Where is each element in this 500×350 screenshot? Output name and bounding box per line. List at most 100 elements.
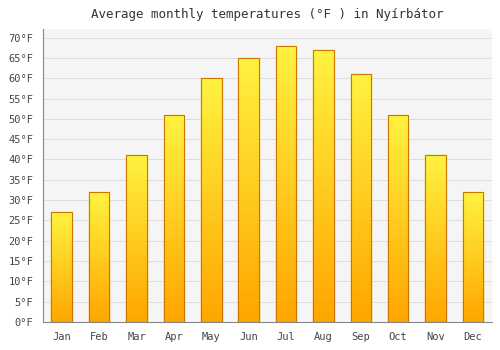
Bar: [313, 93, 334, 99]
Bar: [164, 131, 184, 135]
Bar: [126, 279, 147, 282]
Bar: [350, 193, 371, 198]
Bar: [52, 272, 72, 274]
Bar: [52, 245, 72, 247]
Bar: [164, 177, 184, 181]
Bar: [276, 294, 296, 300]
Bar: [388, 115, 408, 119]
Bar: [238, 259, 259, 264]
Bar: [388, 123, 408, 127]
Bar: [313, 267, 334, 273]
Bar: [313, 50, 334, 55]
Bar: [462, 228, 483, 231]
Bar: [52, 234, 72, 236]
Bar: [462, 257, 483, 260]
Bar: [201, 132, 222, 137]
Bar: [164, 214, 184, 218]
Bar: [89, 278, 110, 280]
Bar: [126, 192, 147, 195]
Bar: [313, 240, 334, 246]
Bar: [462, 312, 483, 314]
Bar: [126, 272, 147, 275]
Bar: [238, 142, 259, 148]
Bar: [426, 182, 446, 186]
Bar: [201, 186, 222, 190]
Bar: [426, 186, 446, 189]
Bar: [426, 172, 446, 175]
Bar: [313, 208, 334, 213]
Bar: [164, 285, 184, 289]
Bar: [164, 272, 184, 276]
Bar: [426, 166, 446, 169]
Bar: [276, 245, 296, 250]
Bar: [126, 235, 147, 239]
Bar: [52, 311, 72, 313]
Bar: [276, 118, 296, 123]
Bar: [201, 244, 222, 249]
Bar: [276, 156, 296, 162]
Bar: [388, 314, 408, 318]
Bar: [89, 288, 110, 291]
Bar: [89, 246, 110, 249]
Bar: [276, 195, 296, 201]
Bar: [201, 107, 222, 112]
Bar: [201, 239, 222, 244]
Bar: [462, 233, 483, 236]
Bar: [350, 79, 371, 84]
Bar: [388, 247, 408, 252]
Bar: [238, 269, 259, 274]
Bar: [426, 219, 446, 222]
Bar: [426, 189, 446, 192]
Bar: [201, 151, 222, 156]
Bar: [388, 301, 408, 305]
Bar: [313, 262, 334, 267]
Bar: [426, 155, 446, 322]
Bar: [126, 205, 147, 209]
Bar: [426, 248, 446, 252]
Bar: [276, 289, 296, 294]
Bar: [89, 205, 110, 208]
Bar: [313, 120, 334, 126]
Bar: [201, 117, 222, 122]
Bar: [388, 173, 408, 177]
Bar: [52, 309, 72, 311]
Bar: [164, 252, 184, 255]
Bar: [276, 305, 296, 311]
Bar: [201, 195, 222, 200]
Bar: [89, 210, 110, 213]
Bar: [89, 200, 110, 202]
Bar: [89, 280, 110, 283]
Bar: [201, 283, 222, 288]
Bar: [52, 254, 72, 256]
Bar: [52, 300, 72, 302]
Bar: [238, 116, 259, 121]
Bar: [276, 223, 296, 228]
Bar: [426, 195, 446, 199]
Bar: [126, 186, 147, 189]
Bar: [426, 275, 446, 279]
Bar: [462, 267, 483, 270]
Bar: [350, 208, 371, 213]
Bar: [164, 243, 184, 247]
Bar: [426, 239, 446, 242]
Bar: [426, 212, 446, 215]
Bar: [350, 307, 371, 312]
Bar: [276, 211, 296, 217]
Bar: [313, 202, 334, 208]
Bar: [313, 71, 334, 77]
Bar: [238, 211, 259, 216]
Bar: [52, 293, 72, 296]
Bar: [313, 246, 334, 251]
Bar: [201, 141, 222, 146]
Bar: [350, 153, 371, 159]
Bar: [126, 282, 147, 285]
Bar: [350, 258, 371, 262]
Bar: [89, 257, 110, 260]
Bar: [52, 239, 72, 241]
Bar: [89, 236, 110, 239]
Bar: [462, 226, 483, 228]
Bar: [164, 301, 184, 305]
Bar: [350, 287, 371, 292]
Bar: [126, 259, 147, 262]
Bar: [426, 202, 446, 205]
